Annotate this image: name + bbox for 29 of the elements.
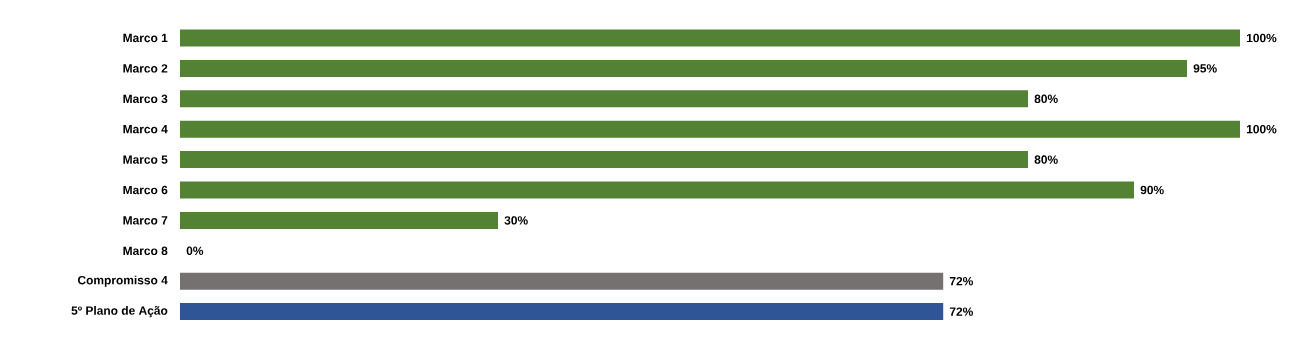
y-tick-label: Marco 1 bbox=[123, 33, 168, 43]
y-tick-label: Marco 7 bbox=[123, 216, 168, 225]
bar bbox=[180, 59, 1187, 77]
y-tick-label: Marco 8 bbox=[123, 246, 168, 256]
data-label: 30% bbox=[504, 216, 528, 225]
bar bbox=[180, 181, 1134, 199]
data-label: 0% bbox=[186, 246, 204, 256]
data-label: 100% bbox=[1246, 33, 1277, 43]
bar bbox=[180, 303, 944, 321]
bar bbox=[180, 151, 1028, 169]
bar bbox=[180, 90, 1028, 108]
bar bbox=[180, 211, 498, 229]
bar bbox=[180, 120, 1240, 138]
bar bbox=[180, 272, 944, 290]
data-label: 80% bbox=[1034, 94, 1058, 104]
y-tick-label: 5º Plano de Ação bbox=[71, 306, 168, 318]
data-label: 72% bbox=[949, 307, 973, 316]
data-label: 80% bbox=[1034, 155, 1058, 164]
y-tick-label: Marco 5 bbox=[123, 155, 168, 164]
bar bbox=[180, 29, 1240, 47]
y-tick-label: Marco 3 bbox=[123, 94, 168, 104]
y-tick-label: Compromisso 4 bbox=[77, 275, 168, 287]
y-tick-label: Marco 6 bbox=[123, 185, 168, 195]
y-tick-label: Marco 4 bbox=[123, 125, 168, 134]
data-label: 100% bbox=[1246, 124, 1277, 134]
data-label: 72% bbox=[949, 276, 973, 286]
y-tick-label: Marco 2 bbox=[123, 64, 168, 73]
data-label: 95% bbox=[1193, 64, 1217, 73]
data-label: 90% bbox=[1140, 185, 1164, 195]
